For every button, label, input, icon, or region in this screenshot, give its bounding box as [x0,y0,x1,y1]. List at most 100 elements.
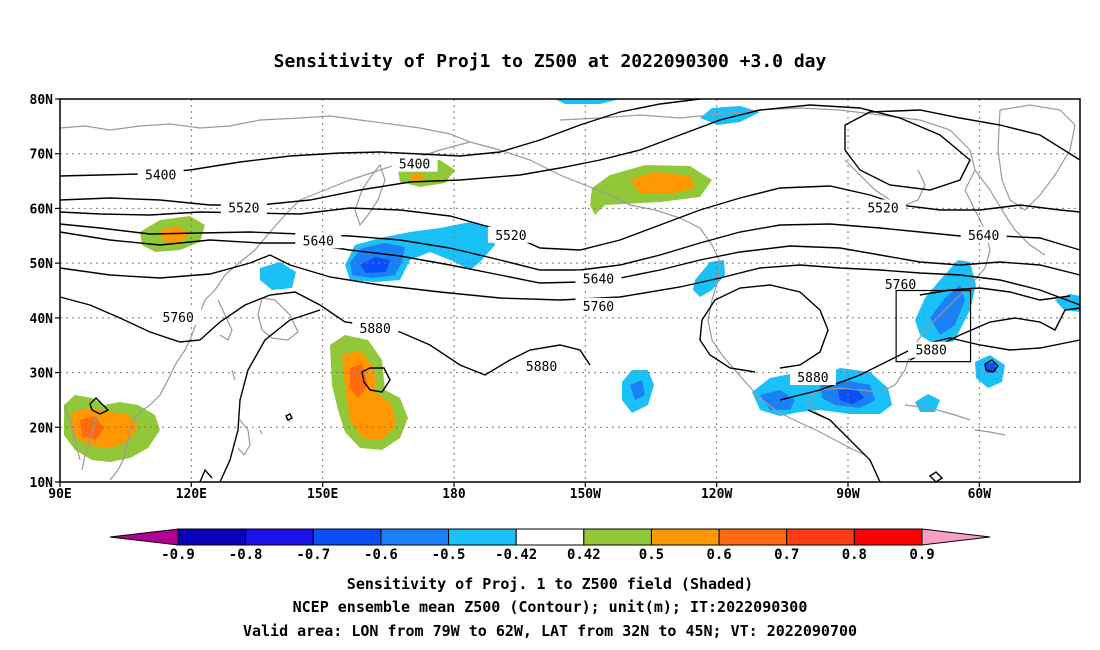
longitude-tick-label: 120E [176,487,207,502]
contour-label-bg [155,308,202,325]
contour-label: 5400 [145,169,176,184]
latitude-axis: 80N 70N 60N 50N 40N 30N 20N 10N [30,93,60,491]
z500-contour-line [699,284,829,373]
z500-contour-line [807,409,881,483]
colorbar-swatch [515,528,585,546]
caption-line-2: NCEP ensemble mean Z500 (Contour); unit(… [293,598,808,616]
latitude-tick-label: 50N [30,257,54,272]
colorbar-extend-low [109,528,179,546]
contour-labels: 5400 5400 5520 5520 5520 5640 5640 5640 5760 5760… [137,155,1007,386]
coastline [807,384,896,421]
z500-contour-line [219,309,321,483]
colorbar-label: -0.9 [161,547,195,563]
colorbar-label: -0.6 [364,547,398,563]
contour-label: 5760 [885,278,916,293]
colorbar: -0.9 -0.8 -0.7 -0.6 -0.5 -0.42 0.42 0.5 0.6 0.7 0.… [109,528,991,563]
colorbar-label: 0.6 [706,547,731,563]
z500-contour-line [285,413,293,421]
contour-label: 5400 [399,158,430,173]
colorbar-swatch [718,528,788,546]
positive-sensitivity-area [80,416,104,440]
coastline [231,369,251,457]
coastline [217,297,299,341]
colorbar-label: -0.5 [432,547,466,563]
contour-label-bg [877,276,924,293]
positive-sensitivity-area [160,226,190,243]
colorbar-swatch [583,528,652,546]
negative-sensitivity-area [693,260,725,297]
contour-label: 5880 [360,322,391,337]
latitude-tick-label: 10N [30,476,54,491]
longitude-tick-label: 90W [836,487,860,502]
contour-label: 5520 [228,201,259,216]
longitude-axis: 90E 120E 150E 180 150W 120W 90W 60W [48,482,991,502]
coastline [59,115,471,143]
coastlines [59,104,1076,481]
contour-label: 5520 [495,229,526,244]
z500-contour-line [59,104,1081,206]
caption-line-1: Sensitivity of Proj. 1 to Z500 field (Sh… [347,575,753,593]
longitude-tick-label: 120W [701,487,732,502]
colorbar-label: -0.42 [495,547,537,563]
longitude-tick-label: 180 [442,487,466,502]
negative-sensitivity-area [700,106,760,125]
contour-label: 5640 [583,273,614,288]
contour-label-bg [391,155,438,172]
map-frame-border [59,98,1081,483]
colorbar-label: -0.7 [296,547,330,563]
valid-area-box [895,289,972,363]
latitude-tick-label: 30N [30,367,54,382]
z500-contour-line [779,337,1081,401]
colorbar-swatch [786,528,855,546]
colorbar-label: 0.9 [909,547,934,563]
contour-label-bg [960,226,1007,243]
negative-sensitivity-area [930,285,965,335]
contour-label: 5880 [797,371,828,386]
figure-title: Sensitivity of Proj1 to Z500 at 20220903… [274,51,827,72]
latitude-tick-label: 70N [30,148,54,163]
coastline [904,404,1006,436]
contour-label: 5640 [303,234,334,249]
contour-label-bg [487,226,534,243]
colorbar-swatch [177,528,247,546]
contour-label: 5760 [583,300,614,315]
z500-contour-line [984,359,999,373]
z500-contour-line [59,291,591,376]
contour-label-bg [789,369,836,386]
positive-sensitivity-area [630,172,695,194]
negative-sensitivity-area [838,388,864,404]
contour-label-bg [220,199,267,216]
contour-label: 5880 [526,360,557,375]
colorbar-swatch [853,528,923,546]
contour-label-bg [518,358,565,375]
coastline [469,141,866,456]
contour-label: 5520 [867,201,898,216]
colorbar-label: 0.42 [567,547,601,563]
colorbar-label: 0.8 [842,547,867,563]
negative-sensitivity-area [360,257,390,273]
coastline [559,107,976,191]
z500-contour-line [361,367,391,393]
longitude-tick-label: 60W [968,487,992,502]
map-panel: 5400 5400 5520 5520 5520 5640 5640 5640 5760 5760… [30,93,1081,502]
contour-label: 5760 [163,311,194,326]
longitude-tick-label: 150E [307,487,338,502]
colorbar-label: -0.8 [229,547,263,563]
contour-label: 5880 [916,344,947,359]
contour-label-bg [352,319,399,336]
contour-label-bg [137,166,184,183]
z500-contour-line [89,397,110,415]
colorbar-label: 0.7 [774,547,799,563]
coastline [149,141,471,406]
contour-label-bg [575,270,622,287]
contour-label: 5640 [968,229,999,244]
contour-label-bg [295,232,342,249]
positive-sensitivity-area [410,173,424,181]
latitude-tick-label: 40N [30,312,54,327]
negative-sensitivity-area [555,99,620,104]
colorbar-swatch [380,528,450,546]
z500-contour-line [59,223,1081,271]
coastline [997,104,1076,211]
longitude-tick-label: 150W [570,487,601,502]
